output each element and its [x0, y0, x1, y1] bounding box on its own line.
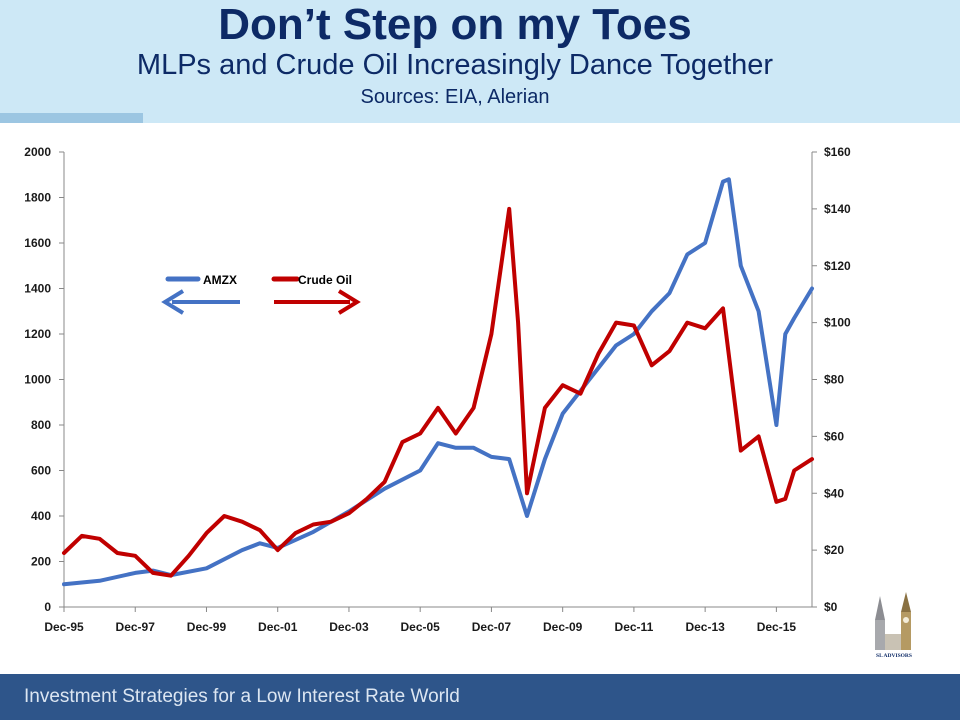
- x-tick-label: Dec-07: [472, 620, 512, 634]
- y-right-tick-label: $140: [824, 202, 851, 216]
- page-title: Don’t Step on my Toes: [218, 0, 692, 49]
- legend-label-amzx: AMZX: [203, 273, 237, 287]
- chart-axes: 0 200 400 600 800 1000 1200 1400 1600 1800 2000 $0 $…: [24, 145, 851, 634]
- page-subtitle: MLPs and Crude Oil Increasingly Dance To…: [136, 49, 774, 81]
- footer-text: Investment Strategies for a Low Interest…: [24, 686, 460, 707]
- chart: 0 200 400 600 800 1000 1200 1400 1600 1800 2000 $0 $…: [24, 145, 851, 634]
- sl-advisors-logo: SL ADVISORS: [866, 590, 922, 667]
- x-tick-label: Dec-99: [187, 620, 227, 634]
- y-left-tick-label: 200: [31, 555, 51, 569]
- y-right-tick-label: $80: [824, 373, 844, 387]
- x-tick-label: Dec-09: [543, 620, 583, 634]
- x-tick-label: Dec-11: [615, 620, 654, 634]
- x-tick-label: Dec-01: [258, 620, 298, 634]
- y-left-tick-label: 1600: [24, 236, 51, 250]
- clock-tower-icon: SL ADVISORS: [875, 592, 912, 659]
- y-right-tick-label: $100: [824, 316, 851, 330]
- x-tick-label: Dec-15: [757, 620, 797, 634]
- y-right-tick-label: $120: [824, 259, 851, 273]
- y-right-tick-label: $60: [824, 429, 844, 443]
- y-left-tick-label: 600: [31, 464, 51, 478]
- x-tick-label: Dec-03: [329, 620, 369, 634]
- series-line-amzx: [62, 177, 814, 587]
- y-left-tick-label: 1200: [24, 327, 51, 341]
- y-right-tick-label: $20: [824, 543, 844, 557]
- sources-note: Sources: EIA, Alerian: [360, 86, 550, 108]
- x-tick-label: Dec-05: [401, 620, 441, 634]
- left-arrow-icon: [161, 289, 240, 315]
- y-left-tick-label: 1000: [24, 373, 51, 387]
- right-arrow-icon: [274, 289, 361, 315]
- series-line-crude-oil: [62, 206, 814, 578]
- legend: AMZX Crude Oil: [161, 273, 361, 315]
- y-left-tick-label: 2000: [24, 145, 51, 159]
- header-banner: Don’t Step on my Toes MLPs and Crude Oil…: [0, 0, 960, 123]
- y-right-tick-label: $160: [824, 145, 851, 159]
- legend-label-crude: Crude Oil: [298, 273, 352, 287]
- y-left-tick-label: 1800: [24, 191, 51, 205]
- y-right-tick-label: $40: [824, 486, 844, 500]
- logo-text: SL ADVISORS: [876, 653, 912, 659]
- y-left-tick-label: 400: [31, 509, 51, 523]
- footer-bar: Investment Strategies for a Low Interest…: [0, 674, 960, 720]
- y-right-tick-label: $0: [824, 600, 838, 614]
- y-left-tick-label: 1400: [24, 282, 51, 296]
- x-tick-label: Dec-13: [685, 620, 725, 634]
- header-accent-bar: [0, 113, 143, 123]
- series-layer: [62, 177, 814, 587]
- y-left-tick-label: 0: [44, 600, 51, 614]
- x-tick-label: Dec-95: [44, 620, 84, 634]
- x-tick-label: Dec-97: [116, 620, 156, 634]
- y-left-tick-label: 800: [31, 418, 51, 432]
